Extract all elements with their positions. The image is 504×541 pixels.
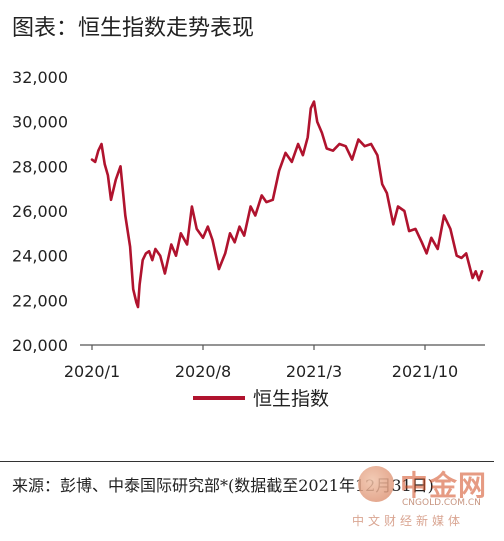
series-line: [90, 100, 484, 309]
line-chart: 32,000 30,000 28,000 26,000 24,000 22,000 20,0…: [12, 68, 485, 410]
source-note: 来源：彭博、中泰国际研究部*(数据截至2021年12月31日): [12, 476, 434, 495]
watermark-logo-icon: [358, 466, 394, 502]
watermark: 中金网 CNGOLD.COM.CN 中文财经新媒体: [342, 462, 492, 532]
y-tick-label: 20,000: [12, 336, 68, 355]
y-tick-label: 24,000: [12, 247, 68, 266]
y-tick-label: 26,000: [12, 202, 68, 221]
x-tick-label: 2021/10: [392, 362, 458, 381]
page-title: 图表：恒生指数走势表现: [12, 16, 255, 41]
y-tick-label: 28,000: [12, 157, 68, 176]
watermark-subtitle: 中文财经新媒体: [352, 514, 465, 528]
y-tick-label: 30,000: [12, 113, 68, 132]
y-tick-label: 32,000: [12, 68, 68, 87]
plot-area: [90, 100, 484, 309]
watermark-logo-text: 中金网: [400, 469, 488, 502]
x-tick-label: 2020/1: [64, 362, 120, 381]
x-tick-label: 2021/3: [286, 362, 342, 381]
legend-label: 恒生指数: [253, 388, 329, 410]
legend: 恒生指数: [193, 388, 329, 410]
watermark-url: CNGOLD.COM.CN: [402, 498, 481, 508]
footer-divider: [0, 461, 494, 462]
x-axis: 2020/1 2020/8 2021/3 2021/10: [64, 344, 485, 381]
y-axis: 32,000 30,000 28,000 26,000 24,000 22,000 20,0…: [12, 68, 68, 355]
y-tick-label: 22,000: [12, 291, 68, 310]
x-tick-label: 2020/8: [175, 362, 231, 381]
